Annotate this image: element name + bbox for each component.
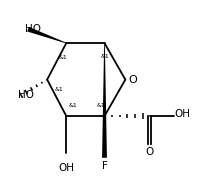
Text: OH: OH [175,109,191,119]
Text: &1: &1 [100,55,109,59]
Text: OH: OH [58,163,74,173]
Text: F: F [102,161,107,172]
Text: &1: &1 [55,87,64,92]
Text: HO: HO [18,90,34,100]
Text: &1: &1 [97,103,105,108]
Text: O: O [128,75,137,85]
Text: &1: &1 [69,103,78,108]
Text: HO: HO [25,24,41,34]
Polygon shape [102,43,107,158]
Text: O: O [145,147,154,157]
Polygon shape [27,27,66,43]
Text: &1: &1 [59,55,67,60]
